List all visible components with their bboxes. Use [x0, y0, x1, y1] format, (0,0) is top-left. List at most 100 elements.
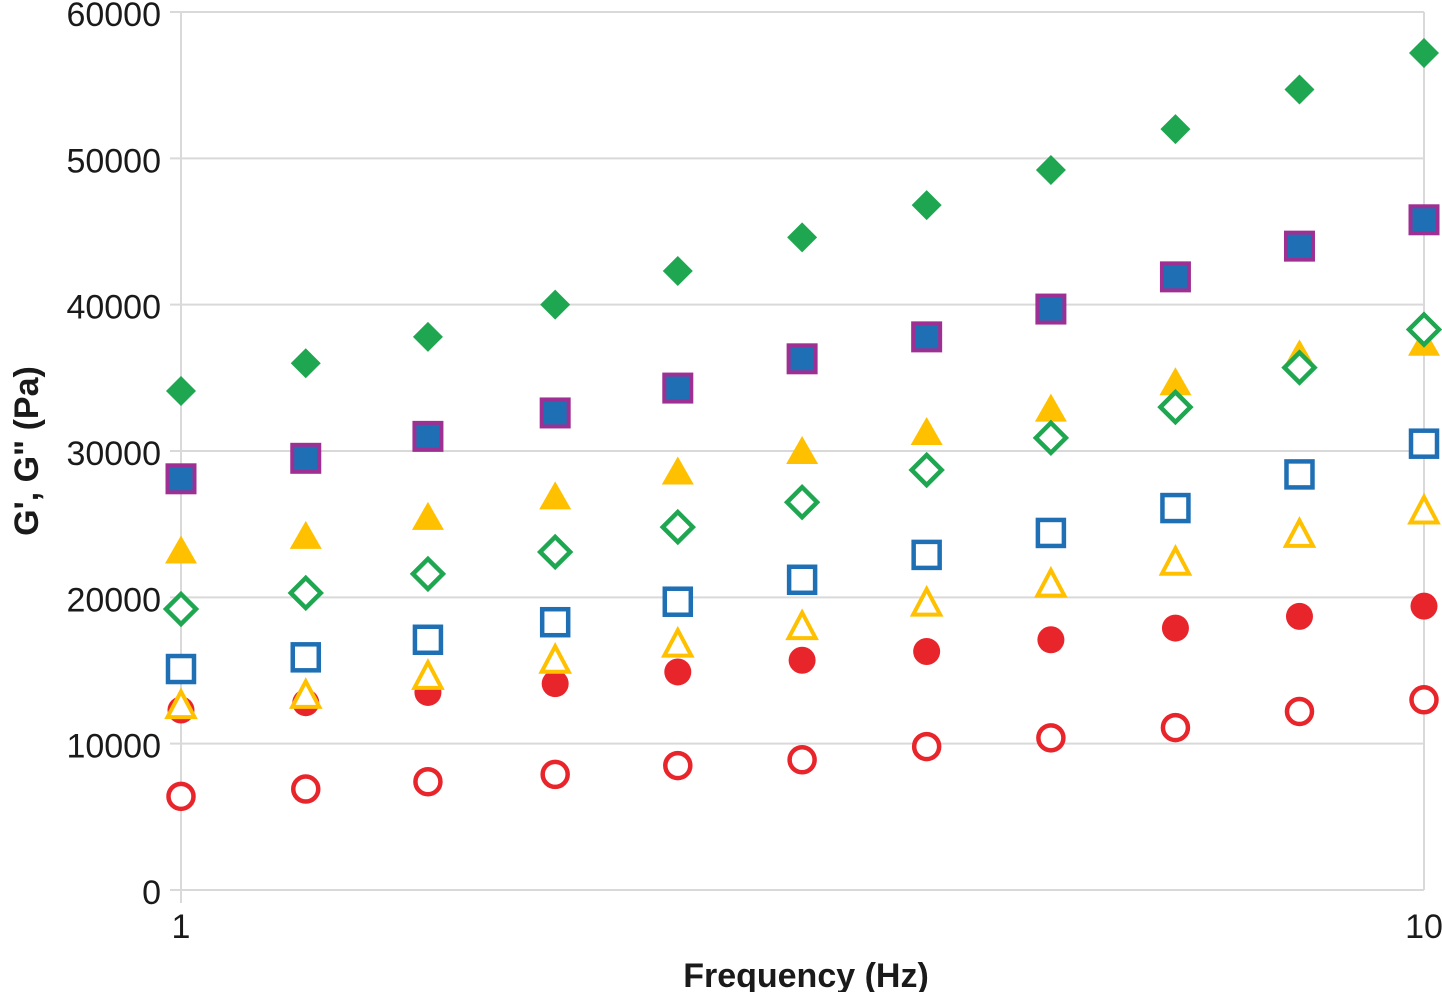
filled-diamond-green-point — [412, 321, 443, 352]
filled-diamond-green-point — [662, 256, 693, 287]
open-square-blue-point — [1408, 428, 1440, 459]
filled-circle-red-point — [913, 637, 941, 665]
open-square-blue-point — [165, 653, 197, 685]
open-square-blue-point — [911, 539, 942, 571]
series-open-diamond-green — [162, 311, 1442, 628]
open-square-blue-point — [1035, 517, 1067, 549]
open-circle-red-point — [1284, 696, 1315, 727]
filled-square-blue-point — [1408, 204, 1440, 236]
filled-triangle-yellow-point — [165, 535, 197, 564]
filled-diamond-green-point — [166, 376, 196, 407]
open-square-blue-point — [662, 586, 694, 617]
open-triangle-yellow-point — [660, 625, 695, 658]
x-tick-label-1: 1 — [172, 908, 191, 946]
open-triangle-yellow-point — [411, 658, 445, 690]
y-tick-label-60000: 60000 — [66, 0, 161, 34]
open-circle-red-point — [787, 745, 817, 775]
open-diamond-green-point — [908, 451, 945, 489]
filled-triangle-yellow-point — [910, 416, 943, 445]
y-tick-label-50000: 50000 — [66, 142, 161, 180]
open-circle-red-point — [166, 781, 196, 812]
open-circle-red-point — [291, 774, 321, 804]
open-square-blue-point — [786, 564, 818, 596]
filled-circle-red-point — [664, 658, 692, 686]
y-tick-label-0: 0 — [142, 874, 161, 912]
x-tick-labels: 1 10 — [172, 908, 1442, 946]
open-diamond-green-point — [1157, 388, 1194, 426]
filled-diamond-green-point — [290, 348, 321, 379]
series-open-triangle-yellow — [164, 492, 1441, 720]
open-square-blue-point — [290, 642, 322, 673]
y-tick-label-10000: 10000 — [66, 728, 161, 766]
filled-diamond-green-point — [1409, 37, 1439, 68]
filled-diamond-green-point — [1160, 114, 1191, 145]
x-tick-label-10: 10 — [1405, 908, 1442, 946]
series-open-circle-red — [166, 685, 1439, 812]
filled-square-blue-point — [911, 321, 943, 353]
filled-triangle-yellow-point — [411, 501, 444, 530]
filled-diamond-green-point — [1035, 155, 1066, 186]
filled-square-blue-point — [786, 343, 818, 375]
filled-triangle-yellow-point — [539, 481, 572, 510]
open-circle-red-point — [1160, 712, 1191, 743]
open-square-blue-point — [1160, 492, 1191, 524]
open-diamond-green-point — [1032, 419, 1070, 457]
open-triangle-yellow-point — [1158, 543, 1193, 576]
open-square-blue-point — [539, 606, 571, 638]
y-tick-labels: 0 10000 20000 30000 40000 50000 60000 — [66, 0, 161, 912]
open-diamond-green-point — [287, 574, 324, 612]
open-circle-red-point — [911, 731, 942, 762]
series-layer — [162, 37, 1442, 812]
filled-square-blue-point — [539, 397, 571, 429]
open-circle-red-point — [1036, 723, 1066, 753]
open-diamond-green-point — [409, 555, 447, 593]
open-diamond-green-point — [783, 484, 821, 521]
filled-diamond-green-point — [540, 289, 571, 320]
open-diamond-green-point — [1405, 311, 1442, 348]
open-square-blue-point — [412, 624, 444, 656]
filled-circle-red-point — [1161, 614, 1189, 642]
open-diamond-green-point — [162, 590, 200, 628]
filled-square-blue-point — [412, 420, 444, 452]
open-triangle-yellow-point — [909, 584, 944, 617]
open-triangle-yellow-point — [164, 687, 198, 720]
filled-triangle-yellow-point — [661, 456, 694, 485]
filled-diamond-green-point — [911, 190, 942, 221]
y-axis-title: G', G" (Pa) — [8, 366, 46, 536]
open-diamond-green-point — [659, 508, 696, 546]
filled-square-blue-point — [662, 372, 694, 404]
filled-square-blue-point — [1283, 230, 1315, 262]
filled-triangle-yellow-point — [786, 436, 819, 464]
filled-square-blue-point — [1035, 293, 1067, 325]
y-tick-label-40000: 40000 — [66, 289, 161, 327]
open-circle-red-point — [540, 759, 570, 790]
filled-circle-red-point — [788, 646, 816, 674]
filled-diamond-green-point — [787, 222, 818, 253]
filled-triangle-yellow-point — [289, 520, 322, 549]
open-triangle-yellow-point — [1407, 492, 1441, 525]
open-triangle-yellow-point — [538, 641, 573, 674]
series-filled-square-blue — [165, 204, 1440, 495]
filled-triangle-yellow-point — [1159, 367, 1192, 396]
y-tick-label-20000: 20000 — [66, 581, 161, 619]
y-tick-label-30000: 30000 — [66, 435, 161, 473]
series-filled-diamond-green — [166, 37, 1439, 407]
open-diamond-green-point — [1281, 349, 1318, 386]
filled-square-blue-point — [1159, 261, 1191, 293]
open-triangle-yellow-point — [785, 608, 819, 641]
open-circle-red-point — [1409, 685, 1439, 715]
open-circle-red-point — [413, 766, 443, 797]
filled-circle-red-point — [1037, 626, 1065, 654]
open-diamond-green-point — [536, 533, 574, 571]
open-triangle-yellow-point — [1282, 516, 1317, 548]
filled-circle-red-point — [541, 670, 569, 698]
filled-circle-red-point — [1410, 592, 1438, 620]
x-axis-title: Frequency (Hz) — [683, 957, 929, 992]
open-circle-red-point — [663, 750, 693, 781]
open-square-blue-point — [1284, 459, 1315, 490]
filled-diamond-green-point — [1284, 74, 1315, 105]
filled-square-blue-point — [165, 463, 197, 495]
gridlines — [170, 11, 1424, 891]
